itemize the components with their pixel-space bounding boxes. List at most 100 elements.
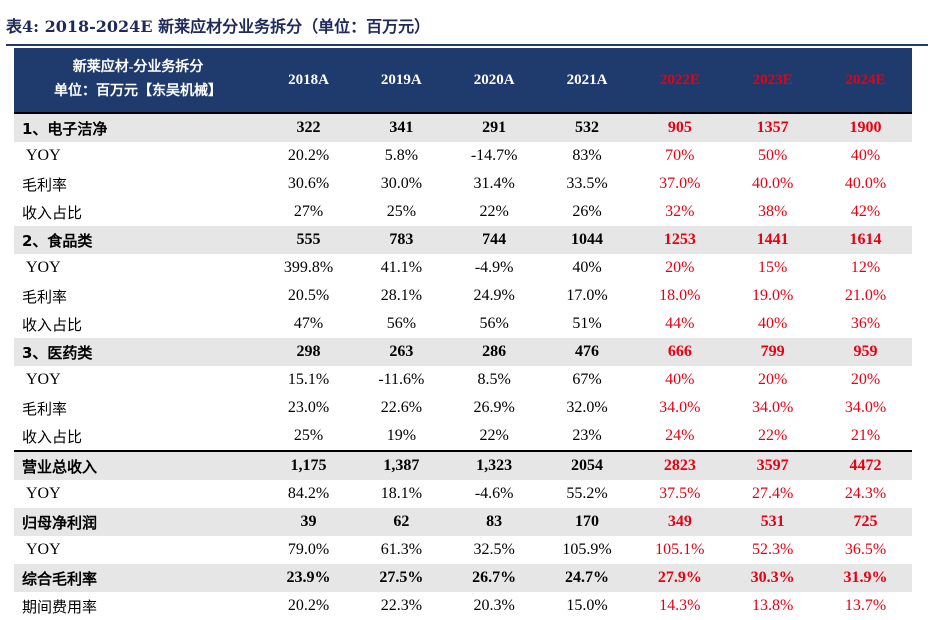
row-label: 2、食品类 [14, 226, 263, 254]
table-cell: 70% [665, 147, 695, 164]
table-cell: 41.1% [380, 259, 423, 276]
row-label: 收入占比 [22, 427, 83, 446]
table-cell: 21% [850, 427, 881, 444]
table-cell: 24.9% [473, 287, 515, 304]
table-cell: 24.3% [844, 485, 887, 502]
table-cell: 1,323 [447, 450, 541, 480]
table-cell: 476 [540, 338, 634, 366]
table-cell: 27.9% [633, 564, 727, 592]
table-cell: 15% [758, 259, 788, 276]
table-cell: 1,175 [262, 450, 355, 480]
table-cell: 286 [447, 338, 541, 366]
table-row: 收入占比 25% 19% 22% 23% 24% 22% 21% [14, 422, 912, 451]
table-cell: 799 [726, 338, 820, 366]
table-cell: 20.2% [287, 147, 330, 164]
table-cell: 23.9% [262, 564, 355, 592]
row-label: YOY [26, 485, 61, 502]
table-cell: 22% [479, 203, 509, 220]
header-year-estimate: 2024E [845, 71, 886, 88]
row-label: YOY [26, 147, 61, 164]
table-cell: 1441 [726, 226, 820, 254]
table-cell: 30.0% [380, 175, 423, 192]
table-cell: 105.1% [655, 541, 705, 558]
table-cell: 30.6% [287, 175, 330, 192]
table-cell: 20% [850, 371, 881, 388]
table-cell: 1253 [633, 226, 727, 254]
business-breakdown-table: 新莱应材-分业务拆分 单位：百万元【东吴机械】 2018A 2019A 2020… [14, 48, 912, 620]
row-label: 毛利率 [22, 399, 68, 418]
table-cell: 5.8% [384, 147, 419, 164]
table-cell: 40.0% [752, 175, 794, 192]
header-year: 2020A [473, 71, 515, 88]
table-cell: -11.6% [378, 371, 425, 388]
table-cell: 40% [850, 147, 881, 164]
row-label: 3、医药类 [14, 338, 263, 366]
table-cell: 22% [479, 427, 509, 444]
table-cell: 25% [386, 203, 417, 220]
table-cell: 1357 [726, 112, 820, 142]
table-cell: 31.9% [819, 564, 912, 592]
table-row: YOY 20.2% 5.8% -14.7% 83% 70% 50% 40% [14, 142, 912, 170]
table-cell: 322 [262, 112, 355, 142]
table-cell: 40% [665, 371, 695, 388]
table-cell: -14.7% [470, 147, 518, 164]
table-cell: 17.0% [566, 287, 608, 304]
table-cell: 15.1% [287, 371, 330, 388]
table-cell: 170 [540, 508, 634, 536]
table-cell: 79.0% [287, 541, 330, 558]
table-cell: -4.9% [474, 259, 514, 276]
row-label: 收入占比 [22, 315, 83, 334]
table-cell: 27.4% [752, 485, 794, 502]
table-section-row: 归母净利润 39 62 83 170 349 531 725 [14, 508, 912, 536]
table-cell: 19.0% [752, 287, 794, 304]
row-label: 期间费用率 [22, 597, 98, 616]
table-cell: -4.6% [474, 485, 514, 502]
header-unit: 单位：百万元【东吴机械】 [54, 84, 223, 99]
table-cell: 8.5% [477, 371, 511, 388]
table-cell: 783 [354, 226, 448, 254]
row-label: 归母净利润 [14, 508, 263, 536]
table-cell: 50% [758, 147, 788, 164]
table-cell: 20% [758, 371, 788, 388]
table-caption: 表4: 2018-2024E 新莱应材分业务拆分（单位：百万元） [6, 17, 431, 36]
table-cell: 47% [293, 315, 324, 332]
table-cell: 38% [758, 203, 788, 220]
row-label: YOY [26, 371, 61, 388]
row-label: 毛利率 [22, 287, 68, 306]
row-label: YOY [26, 259, 61, 276]
table-cell: 905 [633, 112, 727, 142]
table-cell: 666 [633, 338, 727, 366]
table-cell: 27% [293, 203, 324, 220]
table-cell: 83% [572, 147, 602, 164]
table-cell: 3597 [726, 450, 820, 480]
table-row: YOY 399.8% 41.1% -4.9% 40% 20% 15% 12% [14, 254, 912, 282]
table-cell: 83 [447, 508, 541, 536]
row-label: 综合毛利率 [14, 564, 263, 592]
table-cell: 44% [665, 315, 695, 332]
header-year: 2021A [566, 71, 608, 88]
row-label: 1、电子洁净 [14, 112, 263, 142]
table-section-row: 3、医药类 298 263 286 476 666 799 959 [14, 338, 912, 366]
table-cell: 298 [262, 338, 355, 366]
table-body: 1、电子洁净 322 341 291 532 905 1357 1900 YOY 20.2% 5.8… [14, 112, 912, 620]
table-cell: 1,387 [354, 450, 448, 480]
table-cell: 61.3% [380, 541, 423, 558]
table-cell: 105.9% [562, 541, 612, 558]
table-cell: 22.6% [380, 399, 423, 416]
row-label: 营业总收入 [14, 450, 263, 480]
table-cell: 36.5% [844, 541, 887, 558]
table-cell: 33.5% [566, 175, 608, 192]
table-cell: 22.3% [380, 597, 423, 614]
row-label: 毛利率 [22, 175, 68, 194]
header-year-estimate: 2022E [659, 71, 700, 88]
row-label: YOY [26, 541, 61, 558]
table-cell: 32% [665, 203, 695, 220]
table-cell: 12% [850, 259, 881, 276]
table-header-row: 新莱应材-分业务拆分 单位：百万元【东吴机械】 2018A 2019A 2020… [14, 48, 912, 113]
table-row: 毛利率 23.0% 22.6% 26.9% 32.0% 34.0% 34.0% 34.0% [14, 394, 912, 422]
table-row: 毛利率 20.5% 28.1% 24.9% 17.0% 18.0% 19.0% 21.0% [14, 282, 912, 310]
table-cell: 15.0% [566, 597, 608, 614]
table-cell: 34.0% [659, 399, 701, 416]
table-cell: 959 [819, 338, 912, 366]
table-cell: 744 [447, 226, 541, 254]
